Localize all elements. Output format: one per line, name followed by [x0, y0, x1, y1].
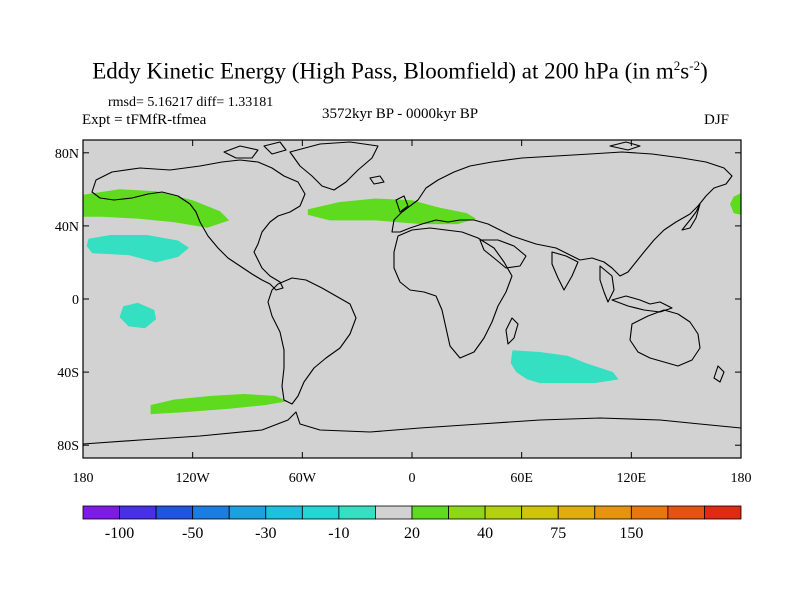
coast-new-zealand — [713, 365, 725, 383]
colorbar-label: 20 — [404, 525, 420, 542]
colorbar-label: -30 — [255, 525, 276, 542]
colorbar-swatch — [704, 505, 742, 520]
colorbar-label: 40 — [477, 525, 493, 542]
coast-south-america — [267, 277, 357, 405]
x-tick-label: 180 — [73, 471, 94, 486]
coast-iceland — [369, 175, 385, 185]
colorbar: -100 -50 -30 -10 20 40 75 150 — [82, 505, 742, 542]
colorbar-swatch — [228, 505, 267, 520]
anomaly-equatorial-pacific-negative — [119, 302, 157, 329]
colorbar-swatch — [265, 505, 303, 520]
anomaly-south-pacific-positive — [150, 394, 288, 415]
colorbar-swatch — [667, 505, 705, 520]
colorbar-swatch — [448, 505, 486, 520]
x-tick-label: 60W — [289, 471, 317, 486]
x-tick-label: 0 — [409, 471, 416, 486]
colorbar-swatch — [521, 505, 559, 520]
colorbar-swatch — [557, 505, 596, 520]
colorbar-swatch — [301, 505, 340, 520]
colorbar-swatch — [192, 505, 230, 520]
coast-india — [551, 251, 579, 291]
colorbar-swatch — [594, 505, 632, 520]
anomaly-subtropical-pacific-negative — [86, 235, 189, 263]
y-tick-label: 40N — [55, 220, 79, 235]
colorbar-label: -50 — [182, 525, 203, 542]
coast-southeast-asia — [599, 265, 615, 303]
anomaly-north-atlantic-positive — [307, 198, 476, 225]
coastlines — [83, 141, 741, 445]
coast-japan — [681, 203, 701, 231]
colorbar-swatch — [630, 505, 669, 520]
coast-greenland — [289, 141, 379, 191]
season-label: DJF — [704, 112, 730, 128]
axis-ticks: 180 120W 60W 0 60E 120E 180 80N 40N 0 40S 80S — [55, 140, 752, 486]
figure-title: Eddy Kinetic Energy (High Pass, Bloomfie… — [92, 58, 708, 84]
coast-africa — [393, 227, 513, 359]
x-tick-label: 120W — [176, 471, 211, 486]
colorbar-label: 150 — [619, 525, 643, 542]
coast-eurasia — [391, 151, 733, 277]
coast-arabia — [479, 239, 527, 269]
y-tick-label: 0 — [72, 293, 79, 308]
coast-antarctica — [83, 411, 741, 445]
colorbar-label: -100 — [105, 525, 134, 542]
colorbar-swatch — [119, 505, 157, 520]
colorbar-swatch — [338, 505, 376, 520]
coast-australia — [629, 309, 701, 367]
y-tick-label: 80S — [57, 439, 79, 454]
colorbar-label: 75 — [550, 525, 566, 542]
period-label: 3572kyr BP - 0000kyr BP — [322, 106, 479, 122]
x-tick-label: 180 — [731, 471, 752, 486]
coast-north-america — [91, 159, 306, 291]
colorbar-swatch — [375, 505, 413, 520]
coast-borneo-sumatra — [611, 295, 673, 313]
colorbar-swatch — [155, 505, 194, 520]
y-tick-label: 80N — [55, 147, 79, 162]
coast-british-isles — [395, 195, 409, 213]
x-tick-label: 60E — [510, 471, 533, 486]
x-tick-label: 120E — [617, 471, 647, 486]
y-tick-label: 40S — [57, 366, 79, 381]
coast-madagascar — [505, 317, 519, 345]
experiment-label: Expt = tFMfR-tfmea — [82, 112, 207, 128]
anomaly-dateline-east-positive — [730, 193, 741, 215]
anomaly-layer — [83, 189, 741, 415]
coast-arctic-islands — [223, 141, 641, 159]
stats-label: rmsd= 5.16217 diff= 1.33181 — [108, 95, 274, 110]
colorbar-swatch — [484, 505, 523, 520]
colorbar-swatch — [82, 505, 120, 520]
colorbar-swatch — [411, 505, 449, 520]
anomaly-south-indian-negative — [510, 350, 619, 384]
colorbar-label: -10 — [328, 525, 349, 542]
